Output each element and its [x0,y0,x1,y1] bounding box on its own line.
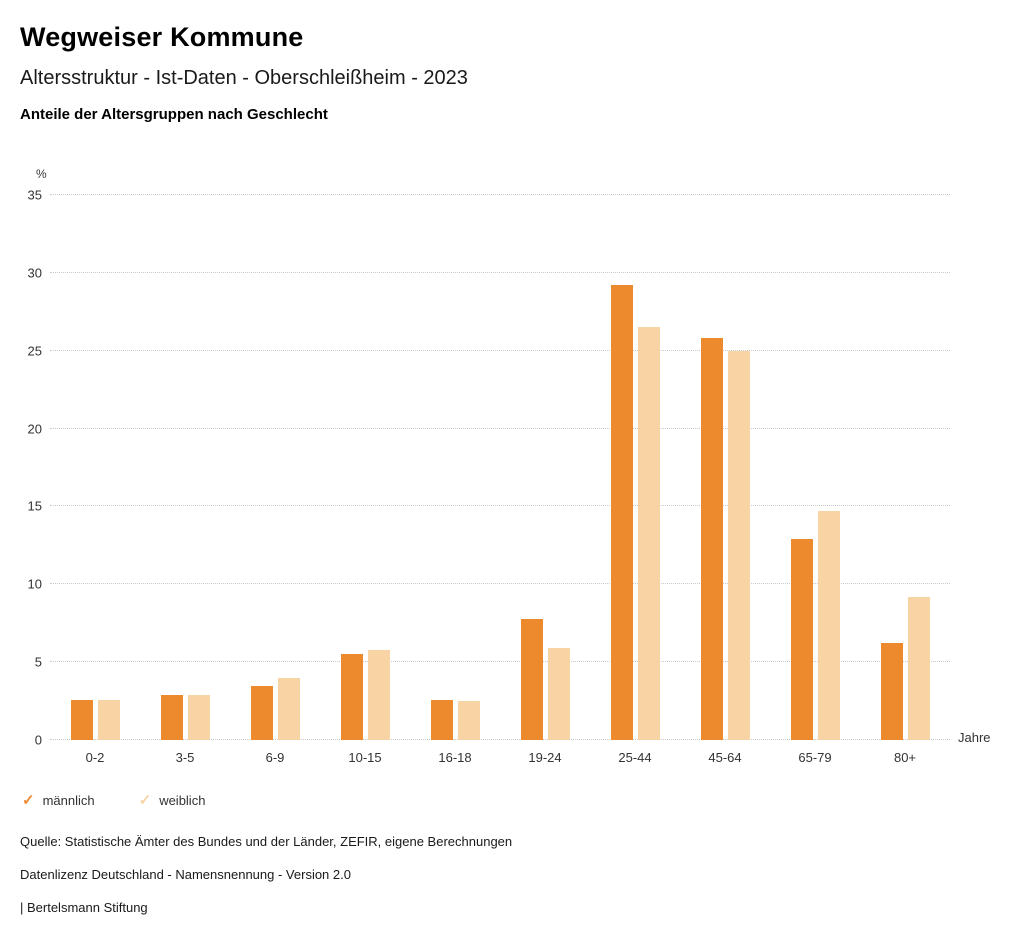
legend-item-weiblich[interactable]: ✓ weiblich [139,793,206,808]
y-tick-label: 30 [27,265,42,281]
bar-group-16-18 [410,195,500,740]
x-tick-label: 65-79 [798,750,832,765]
bar-männlich-45-64 [700,338,723,740]
x-tick-label: 80+ [893,750,917,765]
gridline [50,271,950,273]
x-tick-label: 16-18 [438,750,472,765]
gridline [50,739,950,740]
bar-männlich-0-2 [70,699,93,740]
footer: Quelle: Statistische Ämter des Bundes un… [20,834,1004,915]
bar-männlich-25-44 [610,285,633,740]
check-icon: ✓ [22,792,35,809]
bar-group-80+ [860,195,950,740]
bar-weiblich-25-44 [637,327,660,740]
check-icon: ✓ [138,792,152,809]
bar-group-25-44 [590,195,680,740]
bar-groups [50,195,950,740]
chart-subtitle: Altersstruktur - Ist-Daten - Oberschleiß… [20,67,468,89]
license-text: Datenlizenz Deutschland - Namensnennung … [20,867,351,882]
page-title: Wegweiser Kommune [20,22,304,52]
bar-weiblich-10-15 [367,649,390,740]
x-tick-label: 3-5 [175,750,195,765]
bar-weiblich-16-18 [457,701,480,740]
gridline [50,661,950,663]
y-tick-label: 15 [27,498,42,514]
bar-weiblich-3-5 [187,694,210,740]
bar-group-10-15 [320,195,410,740]
legend-item-männlich[interactable]: ✓ männlich [22,793,95,808]
x-tick-label: 19-24 [528,750,562,765]
legend: ✓ männlich ✓ weiblich [22,793,1004,808]
y-tick-label: 25 [27,343,42,359]
bar-weiblich-19-24 [547,648,570,740]
y-tick-label: 5 [34,654,42,670]
bar-group-19-24 [500,195,590,740]
y-axis-unit-label: % [36,167,47,181]
legend-label: weiblich [159,793,206,808]
x-tick-label: 10-15 [348,750,382,765]
bar-männlich-19-24 [520,618,543,740]
x-tick-label: 25-44 [618,750,652,765]
x-tick-label: 6-9 [265,750,285,765]
gridline [50,194,950,195]
x-axis-unit-label: Jahre [958,730,991,745]
bar-weiblich-0-2 [97,699,120,740]
gridline [50,427,950,429]
bar-männlich-10-15 [340,654,363,740]
bar-weiblich-65-79 [817,511,840,740]
source-text: Quelle: Statistische Ämter des Bundes un… [20,834,513,849]
y-tick-label: 20 [27,421,42,437]
y-tick-label: 10 [27,576,42,592]
x-tick-label: 45-64 [708,750,742,765]
plot-area: Jahre 0 5 10 15 20 25 30 35 [28,189,991,747]
bar-männlich-80+ [880,643,903,740]
chart: % Jahre 0 5 10 15 20 25 30 35 0-2 3-5 6-9 10-15 16-… [20,167,1004,765]
bar-männlich-65-79 [790,539,813,740]
bar-männlich-16-18 [430,699,453,740]
attribution-text: | Bertelsmann Stiftung [20,900,148,915]
y-tick-label: 35 [27,187,42,203]
bar-männlich-3-5 [160,694,183,740]
gridline [50,349,950,351]
bar-weiblich-45-64 [727,350,750,740]
gridline [50,505,950,507]
bar-group-6-9 [230,195,320,740]
bar-group-3-5 [140,195,230,740]
bar-group-65-79 [770,195,860,740]
x-axis-labels: 0-2 3-5 6-9 10-15 16-18 19-24 25-44 45-64 65-79 8… [50,740,950,765]
gridline [50,583,950,585]
bar-weiblich-80+ [907,596,930,740]
bar-weiblich-6-9 [277,677,300,740]
bar-group-0-2 [50,195,140,740]
x-tick-label: 0-2 [85,750,105,765]
bar-group-45-64 [680,195,770,740]
y-tick-label: 0 [34,732,42,748]
bar-männlich-6-9 [250,685,273,740]
legend-label: männlich [42,793,95,808]
chart-description: Anteile der Altersgruppen nach Geschlech… [20,106,328,123]
